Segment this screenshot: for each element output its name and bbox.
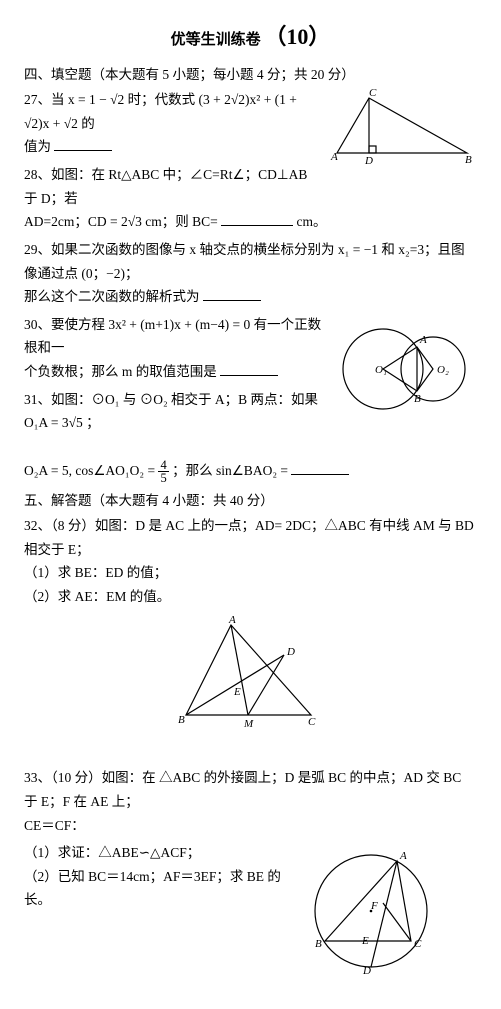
q30-line1: 30、要使方程 3x² + (m+1)x + (m−4) = 0 有一个正数根和… bbox=[24, 317, 321, 356]
svg-text:E: E bbox=[361, 935, 369, 947]
q29-line2: 那么这个二次函数的解析式为 bbox=[24, 289, 200, 304]
title-number: （10） bbox=[264, 24, 330, 49]
q31-line1: 31、如图：⊙O₁ 与 ⊙O₂ 相交于 A；B 两点：如果 O₁A = 3√5 … bbox=[24, 392, 318, 431]
q33-line1: 33、（10 分）如图：在 △ABC 的外接圆上；D 是弧 BC 的中点；AD … bbox=[24, 770, 461, 809]
q31-frac: 45 bbox=[158, 459, 168, 485]
svg-text:C: C bbox=[308, 716, 316, 728]
q33-p1: （1）求证：△ABE∽△ACF； bbox=[24, 845, 200, 860]
svg-text:C: C bbox=[414, 938, 422, 950]
q29-line1: 29、如果二次函数的图像与 x 轴交点的横坐标分别为 x₁ = −1 和 x₂=… bbox=[24, 242, 465, 281]
section4-heading: 四、填空题（本大题有 5 小题；每小题 4 分；共 20 分） bbox=[24, 63, 477, 87]
q27-line1: 27、当 x = 1 − √2 时；代数式 (3 + 2√2)x² + (1 +… bbox=[24, 92, 297, 131]
q32-p1: （1）求 BE：ED 的值； bbox=[24, 565, 167, 580]
q28-blank bbox=[221, 213, 293, 226]
figure-q32: A B C D E M bbox=[24, 615, 477, 741]
svg-text:A: A bbox=[228, 615, 236, 626]
title-prefix: 优等生训练卷 bbox=[171, 32, 261, 48]
q30-blank bbox=[220, 363, 278, 376]
svg-text:M: M bbox=[243, 718, 254, 730]
q31-line3: ；那么 sin∠BAO₂ = bbox=[172, 463, 288, 478]
q29-blank bbox=[203, 288, 261, 301]
q28-line2b: cm。 bbox=[297, 214, 327, 229]
svg-text:B: B bbox=[315, 938, 322, 950]
q28-line1: 28、如图：在 Rt△ABC 中；∠C=Rt∠；CD⊥AB 于 D；若 bbox=[24, 167, 307, 206]
q27-line2: 值为 bbox=[24, 139, 51, 154]
svg-text:D: D bbox=[286, 646, 295, 658]
q30-line2: 个负数根；那么 m 的取值范围是 bbox=[24, 364, 217, 379]
svg-text:B: B bbox=[178, 714, 185, 726]
q32-line1: 32、（8 分）如图：D 是 AC 上的一点；AD= 2DC；△ABC 有中线 … bbox=[24, 518, 474, 557]
q31-line2: O₂A = 5, cos∠AO₁O₂ = bbox=[24, 463, 158, 478]
q32-p2: （2）求 AE：EM 的值。 bbox=[24, 589, 170, 604]
q33-line2: CE＝CF： bbox=[24, 818, 85, 833]
q28-line2a: AD=2cm；CD = 2√3 cm；则 BC= bbox=[24, 214, 218, 229]
q27-blank bbox=[54, 138, 112, 151]
svg-text:E: E bbox=[233, 686, 241, 698]
q31-blank bbox=[291, 461, 349, 474]
q33-p2: （2）已知 BC＝14cm；AF＝3EF；求 BE 的长。 bbox=[24, 869, 281, 908]
svg-text:D: D bbox=[362, 965, 371, 977]
section5-heading: 五、解答题（本大题有 4 小题：共 40 分） bbox=[24, 489, 477, 513]
